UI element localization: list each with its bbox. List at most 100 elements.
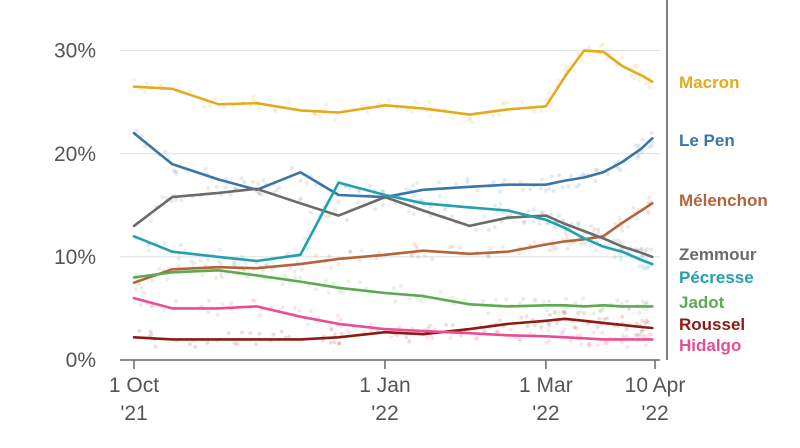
poll-dot <box>187 89 192 94</box>
poll-dot <box>304 181 309 186</box>
poll-dot <box>303 236 308 241</box>
poll-dot <box>273 109 278 114</box>
poll-dot <box>508 327 513 332</box>
poll-dot <box>636 143 641 148</box>
poll-dot <box>557 173 562 178</box>
poll-dot <box>174 299 178 304</box>
poll-dot <box>534 298 538 303</box>
poll-dot <box>562 310 567 315</box>
poll-dot <box>544 340 549 345</box>
poll-dot <box>339 331 344 336</box>
poll-dot <box>254 342 259 347</box>
poll-dot <box>634 321 639 326</box>
poll-dot <box>250 179 255 184</box>
poll-dot <box>409 253 414 258</box>
poll-dot <box>428 204 433 209</box>
poll-dot <box>552 311 557 315</box>
poll-dot <box>205 258 210 262</box>
poll-dot <box>274 188 279 192</box>
poll-dot <box>228 193 233 198</box>
poll-dot <box>425 335 430 340</box>
poll-dot <box>521 296 526 301</box>
x-tick-year-label: '21 <box>120 402 147 425</box>
poll-dot <box>593 167 598 172</box>
poll-dot <box>286 100 291 105</box>
poll-dot <box>612 255 617 260</box>
poll-dot <box>415 180 420 185</box>
poll-dot <box>465 180 470 185</box>
poll-dot <box>138 302 143 307</box>
poll-dot <box>318 115 323 119</box>
poll-dot <box>286 251 291 256</box>
poll-dot <box>574 184 579 189</box>
poll-dot <box>415 254 420 259</box>
poll-dot <box>467 116 472 121</box>
poll-dot <box>640 246 644 251</box>
poll-dot <box>556 213 561 218</box>
poll-dot <box>541 300 546 304</box>
poll-dot <box>505 100 510 105</box>
poll-dot <box>632 76 637 81</box>
poll-dot <box>588 244 593 248</box>
poll-dot <box>539 211 544 216</box>
poll-dot <box>500 244 505 249</box>
poll-dot <box>176 256 181 261</box>
poll-dot <box>591 311 596 316</box>
poll-dot <box>414 244 419 249</box>
poll-dot <box>606 243 611 248</box>
poll-dot <box>250 298 255 303</box>
poll-dot <box>139 133 144 138</box>
legend-label-lepen: Le Pen <box>679 131 735 150</box>
poll-dot <box>213 96 217 100</box>
poll-dot <box>547 338 552 343</box>
poll-dot <box>552 225 557 230</box>
series-layer <box>132 49 654 341</box>
poll-dot <box>458 245 462 250</box>
poll-dot <box>552 309 557 314</box>
poll-dot <box>219 272 224 277</box>
poll-dot <box>617 216 622 221</box>
poll-dot <box>165 277 170 282</box>
poll-dot <box>518 179 523 184</box>
poll-dot <box>389 335 394 340</box>
poll-dot <box>587 341 592 346</box>
poll-dot <box>404 187 409 192</box>
poll-dot <box>368 183 372 188</box>
poll-dot <box>581 296 585 301</box>
poll-dot <box>425 326 430 331</box>
poll-dot <box>647 195 652 200</box>
poll-dot <box>547 323 552 328</box>
poll-dot <box>132 77 136 82</box>
poll-dot <box>649 144 654 149</box>
poll-dot <box>522 220 527 225</box>
poll-dot <box>287 335 292 339</box>
poll-dot <box>644 343 649 347</box>
poll-dot <box>637 264 641 269</box>
poll-dot <box>229 301 234 306</box>
poll-dot <box>219 275 224 280</box>
poll-dot <box>282 274 287 279</box>
poll-dot <box>183 248 187 253</box>
poll-dot <box>419 299 424 304</box>
poll-dot <box>149 304 154 309</box>
poll-dot <box>252 298 257 303</box>
poll-dot <box>339 317 343 322</box>
poll-dot <box>219 261 224 266</box>
poll-dot <box>419 198 424 203</box>
poll-dot <box>481 299 485 304</box>
poll-dot <box>410 109 414 114</box>
poll-dot <box>292 270 297 275</box>
poll-dot <box>437 180 441 185</box>
poll-dot <box>427 100 432 105</box>
legend-label-hidalgo: Hidalgo <box>679 336 741 355</box>
poll-dot <box>520 99 524 104</box>
poll-dot <box>345 217 349 222</box>
poll-dot <box>346 279 351 284</box>
poll-dot <box>625 345 630 350</box>
poll-dot <box>642 266 646 271</box>
poll-dot <box>561 309 566 314</box>
poll-dot <box>618 240 623 245</box>
poll-dot <box>551 188 556 193</box>
poll-dot <box>532 323 537 328</box>
